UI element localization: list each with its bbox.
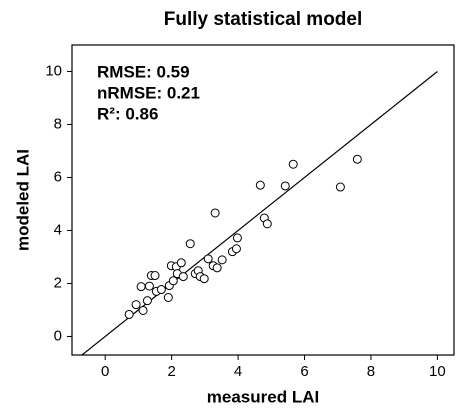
data-point	[150, 271, 160, 281]
x-tick-label: 10	[429, 363, 446, 380]
data-point	[288, 159, 298, 169]
data-point	[255, 180, 265, 190]
data-point	[335, 182, 345, 192]
annotation: R²: 0.86	[97, 104, 158, 123]
data-point	[185, 239, 195, 249]
data-point	[168, 276, 178, 286]
x-tick-label: 8	[367, 363, 375, 380]
y-tick-label: 8	[54, 115, 62, 132]
data-point	[232, 233, 242, 243]
y-tick-label: 6	[54, 168, 62, 185]
plot-frame	[71, 44, 455, 356]
annotation: nRMSE: 0.21	[97, 83, 200, 102]
x-tick-label: 2	[167, 363, 175, 380]
plot-area	[81, 71, 438, 355]
data-point	[203, 254, 213, 264]
data-point	[144, 281, 154, 291]
data-point	[217, 255, 227, 265]
data-point	[138, 305, 148, 315]
x-tick-label: 0	[101, 363, 109, 380]
x-axis-label: measured LAI	[207, 387, 319, 406]
y-tick-label: 0	[54, 327, 62, 344]
y-tick-label: 2	[54, 274, 62, 291]
data-point	[176, 258, 186, 268]
data-point	[156, 285, 166, 295]
annotation: RMSE: 0.59	[97, 62, 190, 81]
data-point	[142, 296, 152, 306]
data-point	[231, 244, 241, 254]
data-point	[212, 263, 222, 273]
data-point	[262, 219, 272, 229]
y-axis-label: modeled LAI	[13, 149, 32, 251]
data-point	[136, 282, 146, 292]
y-tick-label: 10	[45, 62, 62, 79]
data-point	[199, 274, 209, 284]
chart-title: Fully statistical model	[164, 9, 363, 30]
x-tick-label: 4	[234, 363, 242, 380]
data-point	[178, 272, 188, 282]
data-point	[280, 181, 290, 191]
data-point	[131, 300, 141, 310]
x-tick-label: 6	[300, 363, 308, 380]
data-point	[352, 154, 362, 164]
y-tick-label: 4	[54, 221, 62, 238]
data-point	[124, 309, 134, 319]
data-point	[163, 293, 173, 303]
data-point	[210, 208, 220, 218]
